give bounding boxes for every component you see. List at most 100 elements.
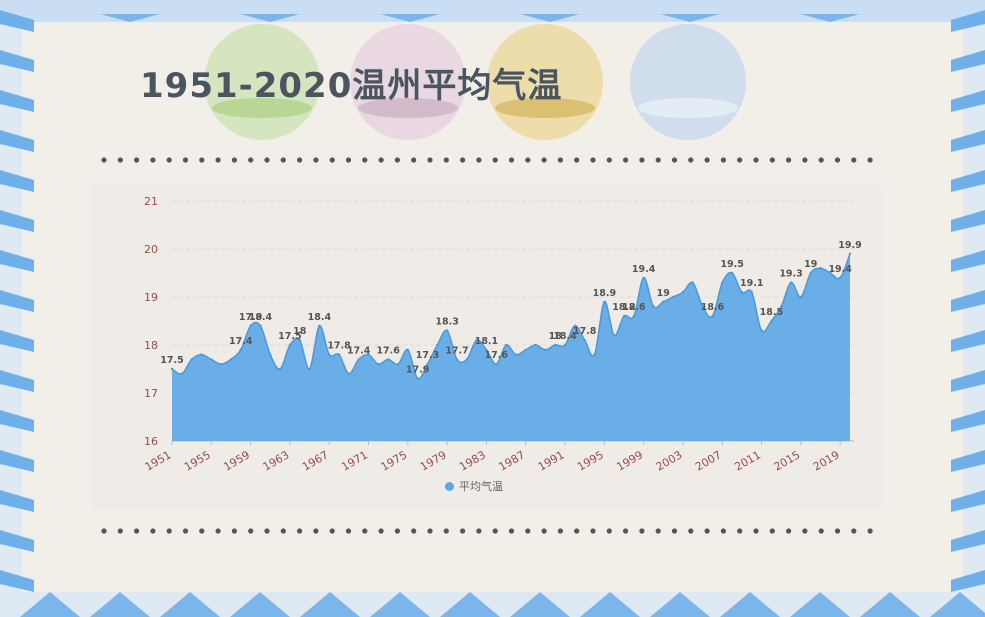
data-point[interactable] [730,271,734,275]
data-label: 18.4 [249,312,273,323]
data-point[interactable] [259,324,262,327]
data-point[interactable] [416,377,419,380]
data-point[interactable] [298,339,301,342]
data-label: 17.9 [239,312,262,323]
data-point[interactable] [780,305,783,308]
data-point[interactable] [829,271,832,275]
x-tick-label: 1995 [575,448,606,473]
temperature-area-chart: 16171819202117.517.417.918.417.51818.417… [143,195,862,474]
data-point[interactable] [170,367,174,371]
data-point[interactable] [210,358,213,361]
frame-top [0,0,985,22]
data-point[interactable] [426,363,429,366]
data-point[interactable] [406,348,410,351]
data-point[interactable] [789,281,793,284]
data-point[interactable] [612,334,616,337]
dotted-divider-bottom [101,528,873,534]
data-point[interactable] [347,372,351,375]
y-tick-label: 19 [144,291,158,304]
data-point[interactable] [671,295,675,299]
data-point[interactable] [436,343,439,347]
data-point[interactable] [711,315,714,318]
data-point[interactable] [269,353,272,356]
data-label: 17.4 [347,345,371,356]
x-tick-label: 1983 [457,448,488,473]
data-point[interactable] [760,329,763,332]
data-point[interactable] [583,339,586,342]
data-point[interactable] [288,343,292,347]
x-tick-label: 2015 [772,448,803,473]
data-point[interactable] [318,324,321,327]
y-tick-label: 18 [144,339,158,352]
x-tick-label: 1987 [496,448,527,473]
data-point[interactable] [721,281,724,284]
data-point[interactable] [534,343,537,347]
data-point[interactable] [770,319,773,323]
data-point[interactable] [632,315,636,318]
y-tick-label: 21 [144,195,158,208]
data-point[interactable] [278,367,282,371]
data-point[interactable] [701,305,704,308]
data-point[interactable] [465,358,468,361]
data-point[interactable] [652,305,655,308]
data-point[interactable] [799,295,803,299]
data-point[interactable] [495,363,498,366]
data-point[interactable] [455,358,459,361]
data-point[interactable] [524,348,527,351]
x-tick-label: 1963 [261,448,292,473]
x-tick-label: 1951 [143,448,174,473]
data-point[interactable] [563,343,567,347]
data-point[interactable] [504,343,508,347]
data-point[interactable] [308,367,311,371]
data-point[interactable] [642,276,645,279]
data-point[interactable] [229,358,233,361]
data-point[interactable] [475,339,478,342]
data-point[interactable] [740,291,744,294]
frame-right [951,10,985,592]
data-point[interactable] [848,252,852,255]
data-point[interactable] [239,348,242,351]
data-point[interactable] [691,281,694,284]
data-label: 18.4 [553,331,577,342]
data-point[interactable] [838,276,842,279]
data-point[interactable] [593,353,596,356]
data-point[interactable] [809,271,812,275]
data-label: 17.9 [406,365,429,376]
data-point[interactable] [357,358,360,361]
page-title: 1951-2020温州平均气温 [140,66,563,106]
data-point[interactable] [514,353,518,356]
data-point[interactable] [396,363,400,366]
chart-legend[interactable]: 平均气温 [445,478,503,494]
data-point[interactable] [554,343,557,347]
data-point[interactable] [200,353,203,356]
data-point[interactable] [603,300,606,303]
data-point[interactable] [367,353,370,356]
data-label: 19.9 [838,240,861,251]
data-point[interactable] [485,348,488,351]
data-point[interactable] [573,324,577,327]
x-tick-label: 2007 [693,448,724,473]
data-label: 19.4 [828,264,852,275]
data-point[interactable] [681,291,685,294]
data-point[interactable] [445,329,449,332]
legend-swatch [445,481,454,491]
data-point[interactable] [819,267,822,270]
data-point[interactable] [328,353,331,356]
legend-label: 平均气温 [459,480,503,493]
data-point[interactable] [249,324,252,327]
data-point[interactable] [337,353,341,356]
y-tick-label: 16 [144,435,158,448]
y-tick-label: 20 [144,243,158,256]
x-tick-label: 2011 [732,448,763,473]
data-point[interactable] [750,291,753,294]
data-label: 18.9 [593,288,616,299]
data-point[interactable] [622,315,626,318]
data-label: 17.6 [376,345,400,356]
data-point[interactable] [190,358,193,361]
data-point[interactable] [662,300,665,303]
data-point[interactable] [180,372,184,375]
data-point[interactable] [219,363,223,366]
data-point[interactable] [544,348,547,351]
data-point[interactable] [377,363,380,366]
data-point[interactable] [386,358,390,361]
